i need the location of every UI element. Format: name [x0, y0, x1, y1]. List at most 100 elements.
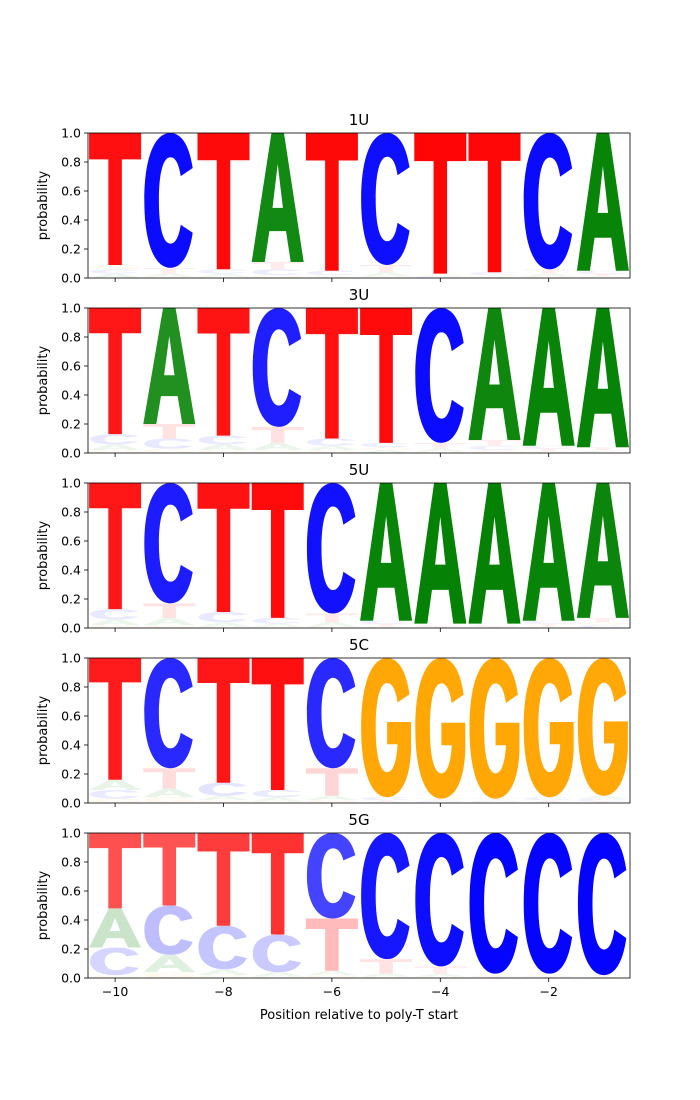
logo-letter-A — [305, 622, 358, 627]
logo-letter-G — [523, 973, 574, 976]
logo-letter-A — [414, 800, 467, 802]
logo-letter-C — [90, 789, 139, 799]
y-tick-label: 0.8 — [61, 330, 81, 345]
logo-letter-G — [198, 800, 249, 803]
y-tick-label: 0.2 — [61, 242, 81, 257]
logo-letter-T — [468, 976, 521, 978]
logo-letter-G — [361, 447, 412, 451]
logo-letter-A — [468, 308, 521, 440]
logo-letter-G — [90, 975, 141, 978]
logo-letter-C — [361, 620, 410, 624]
letter-stacks — [89, 833, 629, 978]
panel-title: 1U — [349, 111, 370, 129]
logo-letter-G — [361, 658, 412, 798]
y-tick-label: 0.6 — [61, 884, 81, 899]
letter-stacks — [89, 658, 629, 803]
logo-letter-G — [577, 450, 628, 452]
letter-stacks — [89, 308, 629, 453]
logo-letter-A — [251, 133, 304, 263]
logo-letter-G — [577, 622, 628, 626]
x-axis-label: Position relative to poly-T start — [260, 1008, 458, 1023]
logo-letter-T — [89, 483, 142, 610]
logo-letter-G — [252, 275, 303, 278]
logo-letter-T — [305, 308, 358, 439]
panel-3U: 0.0 0.2 0.4 0.6 0.8 1.0 probability 3U — [36, 286, 631, 461]
y-axis-label: probability — [36, 871, 51, 941]
logo-letter-G — [90, 625, 141, 628]
logo-letter-T — [360, 264, 413, 273]
logo-letter-T — [89, 133, 142, 265]
logo-letter-T — [522, 269, 575, 274]
logo-letter-G — [469, 623, 520, 626]
logo-letter-G — [90, 798, 141, 803]
logo-letter-A — [360, 272, 413, 277]
logo-letter-T — [89, 658, 142, 780]
logo-letter-A — [305, 970, 358, 976]
logo-letter-A — [89, 273, 142, 278]
logo-letter-A — [251, 797, 304, 802]
y-tick-label: 0.8 — [61, 505, 81, 520]
panel-5G: 0.0 0.2 0.4 0.6 0.8 1.0 −10 −8 −6 −4 −2 probability… — [36, 811, 631, 999]
logo-letter-C — [469, 625, 518, 627]
logo-letter-A — [197, 795, 250, 801]
x-axis — [114, 803, 550, 807]
logo-letter-C — [523, 620, 573, 624]
y-tick-label: 0.4 — [61, 738, 81, 753]
y-tick-label: 1.0 — [61, 476, 81, 491]
y-tick-label: 0.4 — [61, 213, 81, 228]
x-axis — [114, 453, 550, 457]
logo-letter-A — [197, 273, 250, 277]
axes-frame — [87, 307, 631, 454]
logo-panels: 0.0 0.2 0.4 0.6 0.8 1.0 probability 1U 0.0 0.2 0.4… — [36, 111, 631, 999]
logo-letter-A — [576, 795, 629, 799]
logo-letter-C — [90, 434, 139, 445]
logo-letter-C — [361, 133, 410, 265]
logo-letter-C — [198, 925, 247, 970]
logo-letter-T — [576, 801, 629, 803]
logo-letter-G — [577, 976, 628, 978]
logo-letter-T — [414, 626, 467, 628]
logo-letter-T — [251, 426, 304, 443]
logo-letter-A — [522, 273, 575, 277]
logo-letter-T — [522, 623, 575, 627]
logo-letter-A — [89, 619, 142, 626]
logo-letter-G — [415, 273, 466, 276]
y-axis: 0.0 0.2 0.4 0.6 0.8 1.0 — [61, 476, 88, 636]
logo-letter-A — [143, 954, 196, 973]
logo-letter-G — [306, 275, 357, 277]
logo-letter-T — [305, 768, 358, 796]
logo-letter-C — [415, 308, 464, 443]
y-tick-label: 0.6 — [61, 359, 81, 374]
panel-title: 5G — [348, 811, 369, 829]
axes-frame — [87, 832, 631, 979]
logo-letter-A — [522, 483, 575, 621]
y-tick-label: 0.2 — [61, 417, 81, 432]
logo-letter-C — [198, 612, 247, 623]
logo-letter-T — [251, 658, 304, 790]
logo-letter-A — [468, 975, 521, 977]
logo-letter-T — [89, 308, 142, 435]
x-axis — [114, 278, 550, 282]
logo-letter-T — [305, 613, 358, 623]
logo-letter-G — [469, 450, 520, 453]
y-tick-label: 0.0 — [61, 796, 81, 811]
logo-letter-T — [143, 603, 196, 618]
y-axis: 0.0 0.2 0.4 0.6 0.8 1.0 — [61, 301, 88, 461]
logo-letter-C — [361, 442, 410, 448]
logo-letter-C — [144, 658, 193, 769]
logo-letter-C — [252, 934, 302, 973]
logo-letter-G — [144, 972, 195, 978]
logo-letter-A — [414, 483, 467, 624]
logo-letter-C — [523, 833, 573, 974]
logo-letter-C — [306, 658, 356, 769]
logo-letter-T — [197, 308, 250, 436]
letter-stacks — [89, 483, 629, 628]
logo-letter-T — [414, 442, 467, 449]
logo-letter-A — [414, 448, 467, 452]
y-axis-label: probability — [36, 696, 51, 766]
letter-stacks — [89, 133, 629, 278]
y-tick-label: 0.4 — [61, 563, 81, 578]
y-tick-label: 1.0 — [61, 826, 81, 841]
logo-letter-A — [468, 483, 521, 624]
